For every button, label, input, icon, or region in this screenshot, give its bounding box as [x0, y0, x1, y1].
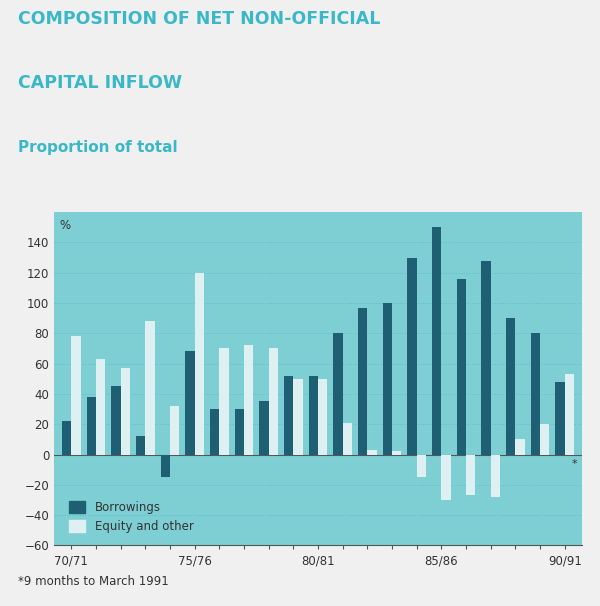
Bar — [293, 379, 303, 454]
Text: *9 months to March 1991: *9 months to March 1991 — [18, 575, 169, 588]
Bar — [383, 303, 392, 454]
Text: Proportion of total: Proportion of total — [18, 139, 178, 155]
Text: CAPITAL INFLOW: CAPITAL INFLOW — [18, 74, 182, 92]
Bar — [466, 454, 475, 496]
Bar — [71, 336, 80, 454]
Bar — [556, 382, 565, 454]
Bar — [308, 376, 318, 454]
Bar — [136, 436, 145, 454]
Bar — [343, 423, 352, 454]
Bar — [62, 421, 71, 454]
Bar — [121, 368, 130, 454]
Legend: Borrowings, Equity and other: Borrowings, Equity and other — [65, 497, 197, 536]
Bar — [210, 409, 220, 454]
Bar — [235, 409, 244, 454]
Bar — [318, 379, 328, 454]
Bar — [407, 258, 416, 454]
Bar — [161, 454, 170, 478]
Bar — [491, 454, 500, 497]
Bar — [259, 401, 269, 454]
Bar — [481, 261, 491, 454]
Bar — [540, 424, 550, 454]
Bar — [244, 345, 253, 454]
Bar — [565, 374, 574, 454]
Bar — [194, 273, 204, 454]
Text: COMPOSITION OF NET NON-OFFICIAL: COMPOSITION OF NET NON-OFFICIAL — [18, 10, 380, 28]
Bar — [170, 406, 179, 454]
Bar — [185, 351, 194, 454]
Bar — [432, 227, 442, 454]
Bar — [145, 321, 155, 454]
Bar — [530, 333, 540, 454]
Bar — [506, 318, 515, 454]
Bar — [367, 450, 377, 454]
Bar — [442, 454, 451, 500]
Bar — [515, 439, 525, 454]
Bar — [86, 397, 96, 454]
Bar — [111, 387, 121, 454]
Bar — [457, 279, 466, 454]
Bar — [333, 333, 343, 454]
Text: *: * — [572, 459, 578, 469]
Bar — [220, 348, 229, 454]
Bar — [416, 454, 426, 478]
Bar — [96, 359, 106, 454]
Bar — [358, 308, 367, 454]
Bar — [269, 348, 278, 454]
Bar — [284, 376, 293, 454]
Bar — [392, 451, 401, 454]
Text: %: % — [59, 219, 70, 232]
